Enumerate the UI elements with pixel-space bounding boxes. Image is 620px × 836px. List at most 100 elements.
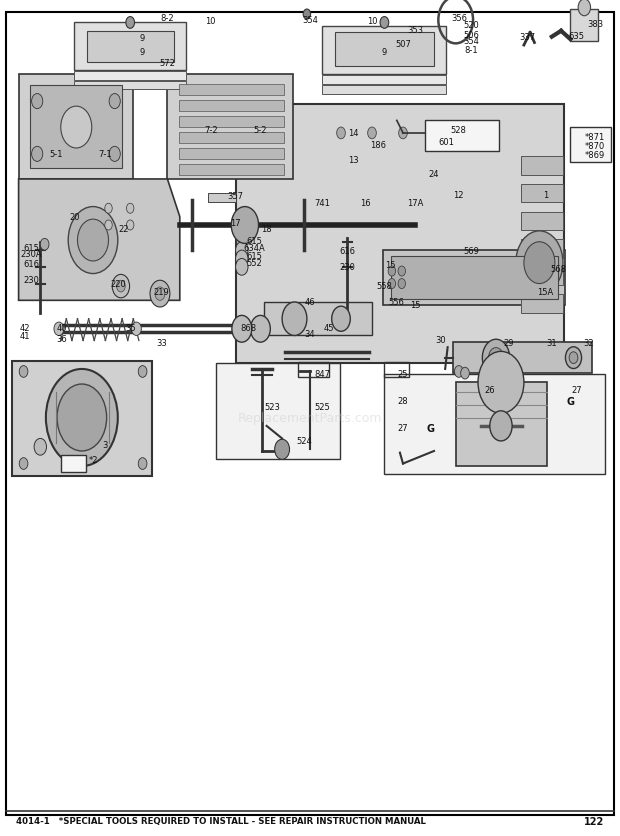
- Circle shape: [19, 366, 28, 378]
- Text: G: G: [567, 396, 574, 406]
- Circle shape: [569, 353, 578, 364]
- Text: 520: 520: [463, 21, 479, 29]
- Text: *869: *869: [585, 151, 605, 160]
- Text: 220: 220: [110, 280, 126, 288]
- Bar: [298, 363, 329, 378]
- Circle shape: [398, 267, 405, 277]
- Circle shape: [231, 207, 259, 244]
- Circle shape: [232, 316, 252, 343]
- Circle shape: [524, 242, 555, 284]
- Text: 525: 525: [314, 403, 330, 411]
- Text: 14: 14: [348, 130, 358, 138]
- Text: 28: 28: [397, 397, 409, 405]
- Polygon shape: [521, 157, 563, 176]
- Text: 4014-1   *SPECIAL TOOLS REQUIRED TO INSTALL - SEE REPAIR INSTRUCTION MANUAL: 4014-1 *SPECIAL TOOLS REQUIRED TO INSTAL…: [16, 817, 425, 825]
- Text: 18: 18: [261, 225, 272, 233]
- Text: 524: 524: [296, 437, 312, 446]
- Circle shape: [398, 279, 405, 289]
- Text: 9: 9: [140, 48, 145, 57]
- Circle shape: [489, 348, 503, 368]
- Circle shape: [332, 307, 350, 332]
- Circle shape: [105, 204, 112, 214]
- Circle shape: [236, 233, 247, 248]
- Text: 27: 27: [571, 386, 582, 395]
- Circle shape: [54, 323, 64, 336]
- Polygon shape: [453, 343, 592, 374]
- Polygon shape: [322, 76, 446, 85]
- Polygon shape: [322, 27, 446, 75]
- Circle shape: [138, 366, 147, 378]
- Bar: [384, 375, 604, 475]
- Text: 15: 15: [386, 261, 396, 269]
- Polygon shape: [179, 117, 284, 128]
- Text: 22: 22: [119, 225, 129, 233]
- Circle shape: [578, 0, 591, 17]
- Text: 9: 9: [140, 34, 145, 43]
- Polygon shape: [179, 149, 284, 160]
- Circle shape: [275, 440, 290, 460]
- Circle shape: [388, 279, 396, 289]
- Text: 558: 558: [376, 282, 392, 290]
- Circle shape: [236, 242, 248, 259]
- Bar: [570, 128, 611, 163]
- Polygon shape: [167, 75, 293, 180]
- Polygon shape: [521, 295, 563, 314]
- Text: 46: 46: [304, 298, 316, 307]
- Text: 3: 3: [103, 441, 108, 449]
- Polygon shape: [179, 165, 284, 176]
- Circle shape: [32, 147, 43, 162]
- Circle shape: [131, 323, 141, 336]
- Text: 10: 10: [206, 18, 216, 26]
- Circle shape: [303, 10, 311, 20]
- Text: 12: 12: [454, 191, 464, 199]
- Polygon shape: [383, 251, 565, 305]
- Circle shape: [68, 207, 118, 274]
- Text: *2: *2: [88, 456, 98, 464]
- Text: 868: 868: [240, 324, 256, 332]
- Text: 26: 26: [484, 386, 495, 395]
- Text: 601: 601: [438, 138, 454, 146]
- Text: 507: 507: [395, 40, 411, 48]
- Text: 1: 1: [543, 191, 548, 199]
- Circle shape: [40, 239, 49, 251]
- Text: 20: 20: [69, 213, 79, 222]
- Text: 5-2: 5-2: [254, 126, 267, 135]
- Circle shape: [126, 204, 134, 214]
- Text: 45: 45: [324, 324, 334, 332]
- Text: 34: 34: [304, 330, 316, 339]
- Circle shape: [368, 128, 376, 140]
- Text: 356: 356: [451, 14, 467, 23]
- Circle shape: [78, 220, 108, 262]
- Text: 30: 30: [435, 336, 446, 344]
- Text: 523: 523: [265, 403, 281, 411]
- Circle shape: [34, 439, 46, 456]
- Text: 25: 25: [398, 370, 408, 378]
- Circle shape: [138, 458, 147, 470]
- Circle shape: [112, 275, 130, 298]
- Circle shape: [380, 18, 389, 29]
- Circle shape: [236, 251, 248, 268]
- Text: ReplacementParts.com: ReplacementParts.com: [237, 411, 383, 425]
- Text: 357: 357: [228, 192, 244, 201]
- Text: 230: 230: [23, 276, 39, 284]
- Polygon shape: [179, 85, 284, 96]
- Text: 615: 615: [246, 252, 262, 260]
- Polygon shape: [74, 23, 186, 71]
- Polygon shape: [456, 383, 547, 466]
- Text: 186: 186: [370, 141, 386, 150]
- Text: 24: 24: [429, 171, 439, 179]
- Text: 7-2: 7-2: [204, 126, 218, 135]
- Text: 354: 354: [302, 16, 318, 24]
- Text: 17: 17: [230, 219, 241, 227]
- Text: 27: 27: [397, 424, 409, 432]
- Polygon shape: [19, 75, 133, 180]
- Circle shape: [490, 411, 512, 441]
- Text: *871: *871: [585, 133, 605, 141]
- Text: 33: 33: [156, 339, 167, 347]
- Text: 8-1: 8-1: [464, 46, 478, 54]
- Circle shape: [454, 366, 463, 378]
- Polygon shape: [179, 101, 284, 112]
- Polygon shape: [521, 240, 563, 258]
- Text: 8-2: 8-2: [161, 14, 174, 23]
- Polygon shape: [179, 133, 284, 144]
